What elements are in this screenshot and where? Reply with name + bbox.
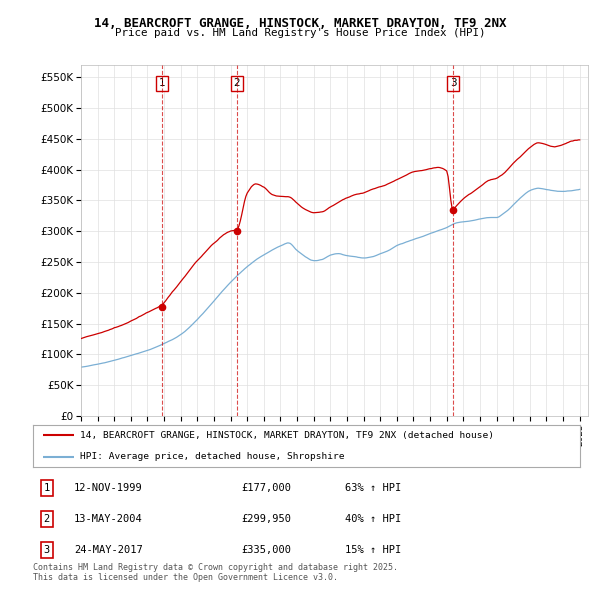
Text: 40% ↑ HPI: 40% ↑ HPI <box>345 514 401 524</box>
Text: 13-MAY-2004: 13-MAY-2004 <box>74 514 143 524</box>
Text: 3: 3 <box>44 545 50 555</box>
Text: Price paid vs. HM Land Registry's House Price Index (HPI): Price paid vs. HM Land Registry's House … <box>115 28 485 38</box>
Text: HPI: Average price, detached house, Shropshire: HPI: Average price, detached house, Shro… <box>80 452 344 461</box>
Text: Contains HM Land Registry data © Crown copyright and database right 2025.
This d: Contains HM Land Registry data © Crown c… <box>33 563 398 582</box>
Text: 63% ↑ HPI: 63% ↑ HPI <box>345 483 401 493</box>
Text: 24-MAY-2017: 24-MAY-2017 <box>74 545 143 555</box>
Text: 14, BEARCROFT GRANGE, HINSTOCK, MARKET DRAYTON, TF9 2NX: 14, BEARCROFT GRANGE, HINSTOCK, MARKET D… <box>94 17 506 30</box>
Text: 1: 1 <box>158 78 165 88</box>
Text: £177,000: £177,000 <box>241 483 291 493</box>
Text: 3: 3 <box>450 78 457 88</box>
Text: £299,950: £299,950 <box>241 514 291 524</box>
Text: £335,000: £335,000 <box>241 545 291 555</box>
Text: 15% ↑ HPI: 15% ↑ HPI <box>345 545 401 555</box>
Text: 1: 1 <box>44 483 50 493</box>
Text: 2: 2 <box>233 78 240 88</box>
Text: 2: 2 <box>44 514 50 524</box>
Text: 14, BEARCROFT GRANGE, HINSTOCK, MARKET DRAYTON, TF9 2NX (detached house): 14, BEARCROFT GRANGE, HINSTOCK, MARKET D… <box>80 431 494 440</box>
Text: 12-NOV-1999: 12-NOV-1999 <box>74 483 143 493</box>
